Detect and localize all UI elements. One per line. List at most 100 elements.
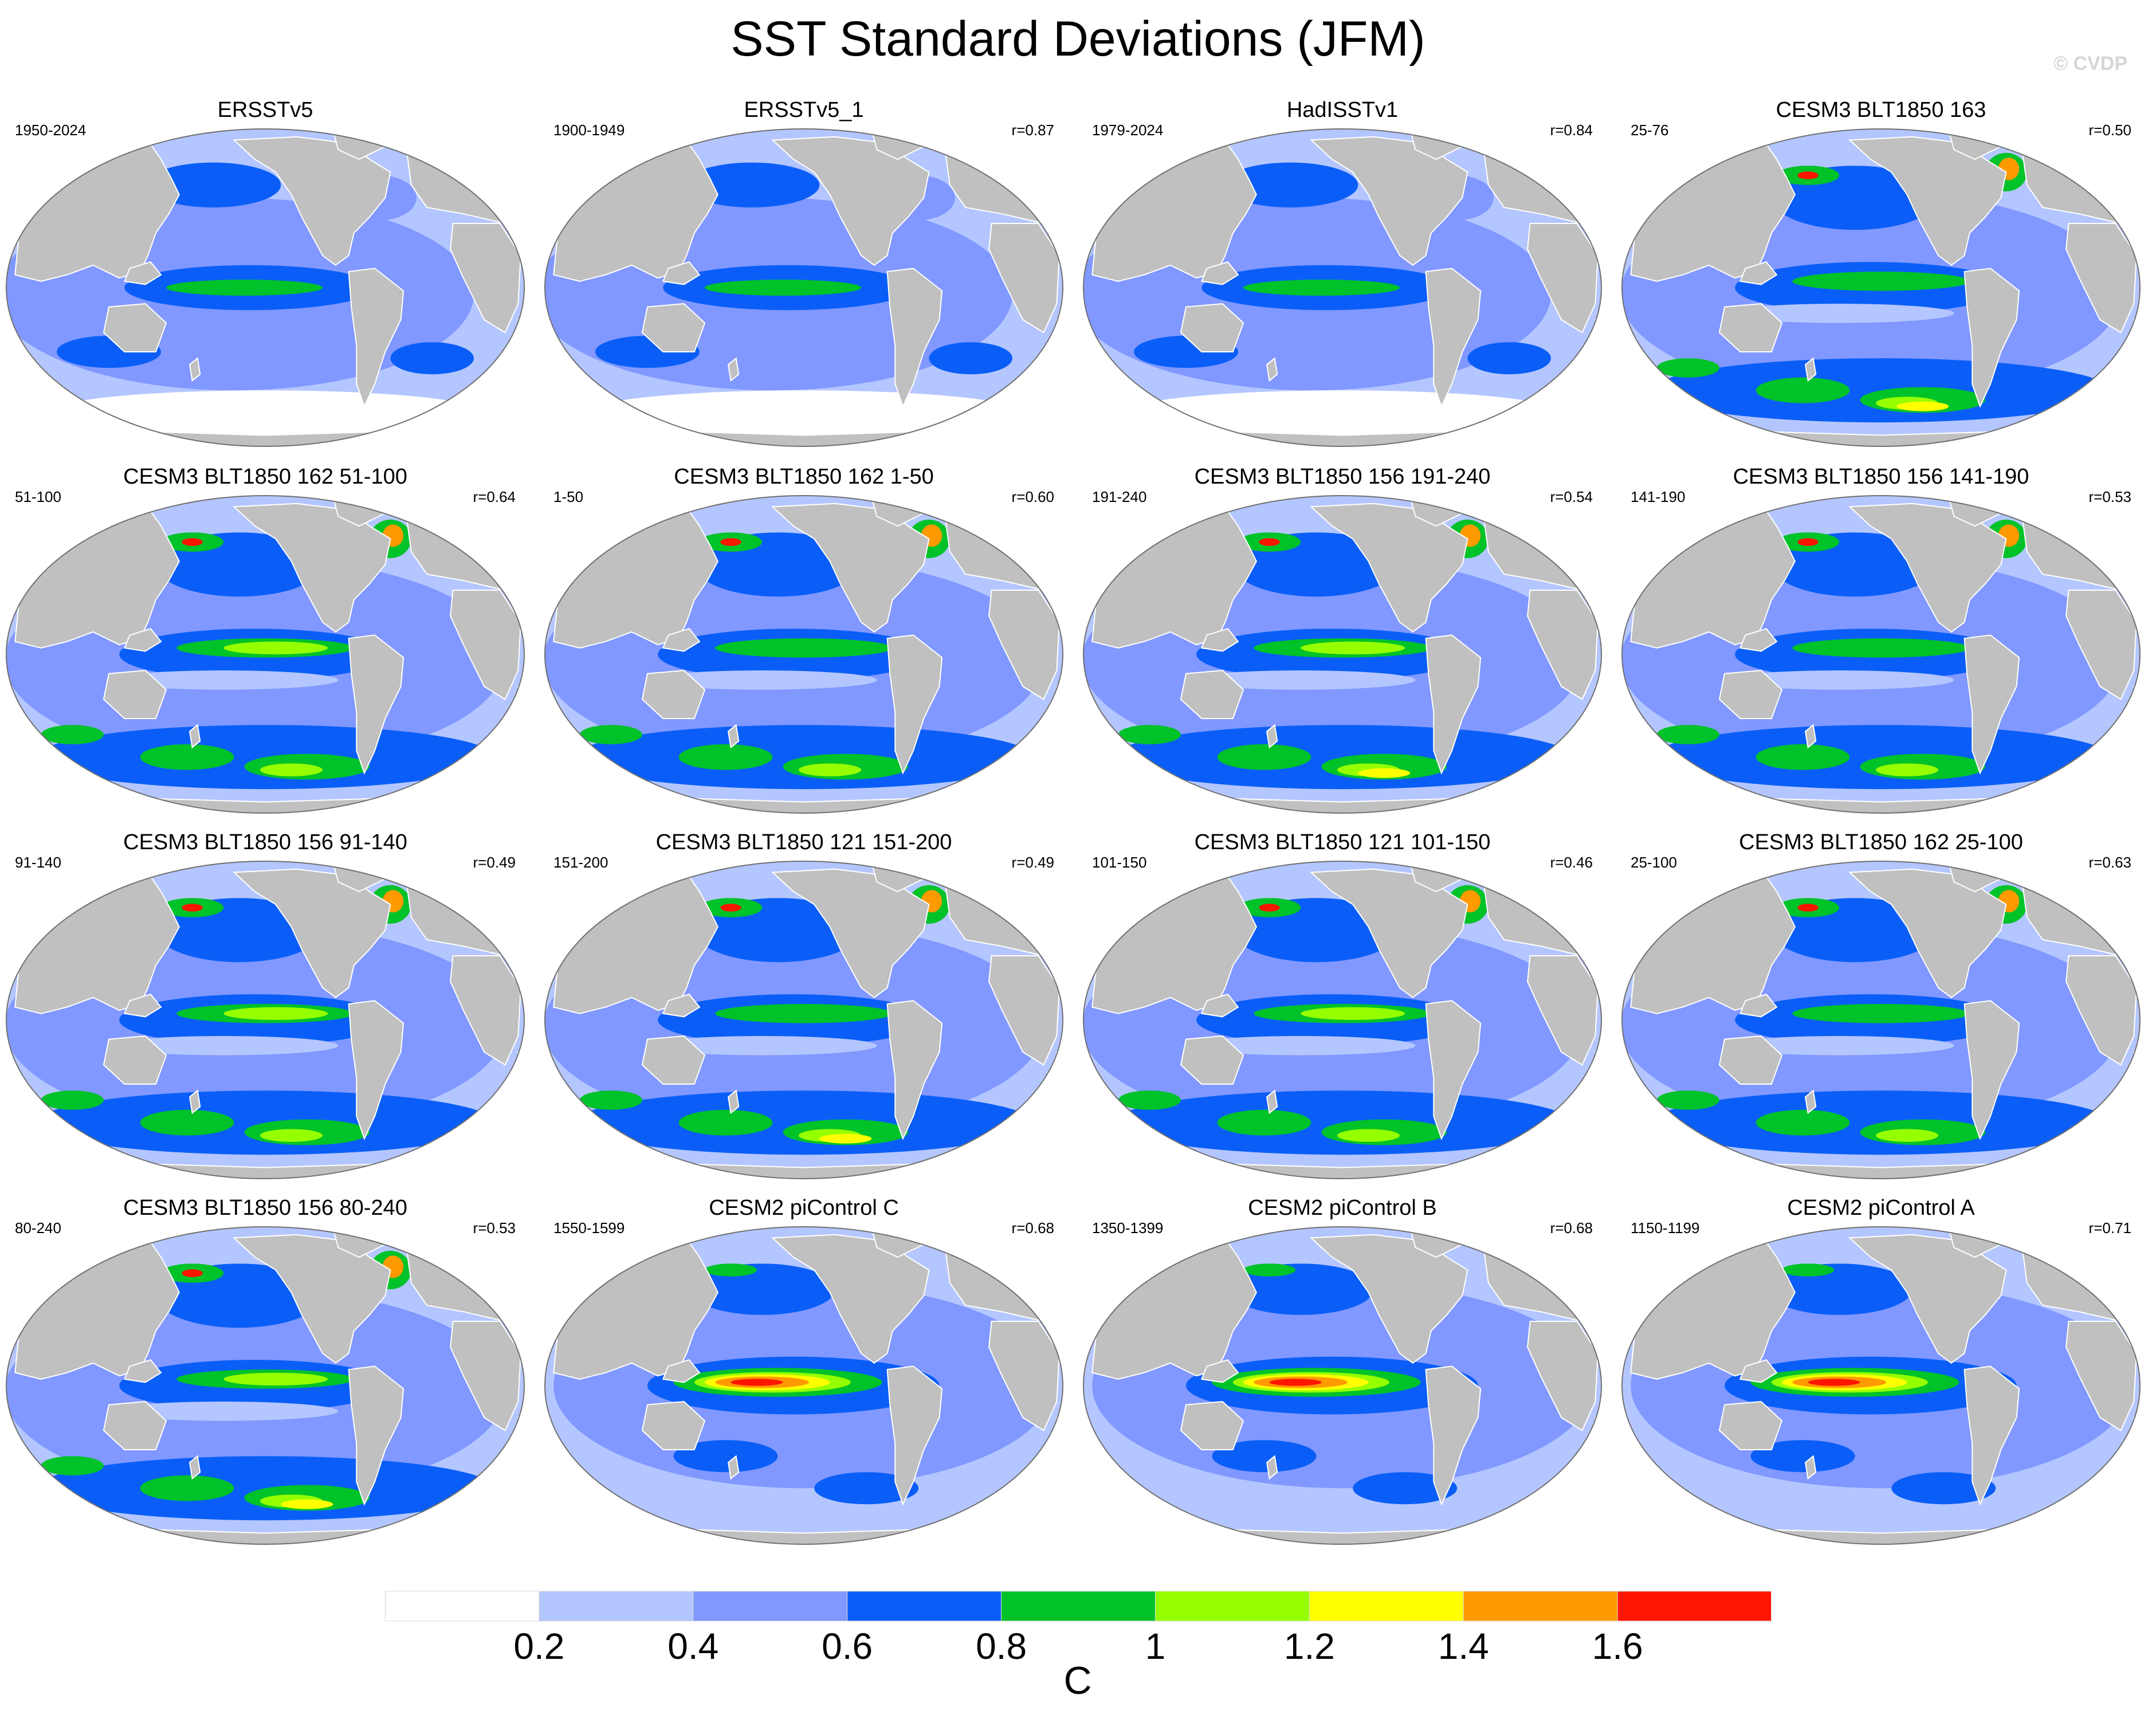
new-zealand-island [188, 1089, 201, 1114]
colorbar-segment [1463, 1591, 1618, 1622]
sst-map [544, 861, 1063, 1179]
map-panel: CESM3 BLT1850 163 25-76 r=0.50 [1620, 97, 2142, 452]
maritime-continent-islands [1200, 994, 1239, 1018]
new-zealand-island [1804, 724, 1817, 749]
australia-landmass [1718, 303, 1783, 352]
sst-contour [673, 1440, 778, 1473]
sst-contour [390, 342, 474, 375]
sst-contour [1797, 904, 1819, 912]
sst-contour [1725, 670, 1954, 690]
figure-title: SST Standard Deviations (JFM) [731, 11, 1425, 66]
maritime-continent-islands [662, 1359, 701, 1383]
sst-contour [1118, 1090, 1181, 1110]
south-america-landmass [348, 1000, 405, 1140]
panel-period: 25-76 [1631, 121, 1669, 139]
colorbar-border [385, 1591, 1772, 1622]
new-zealand-island [188, 1455, 201, 1480]
south-america-landmass [886, 268, 943, 408]
map-panel: CESM2 piControl C 1550-1599 r=0.68 [543, 1195, 1065, 1549]
australia-landmass [1718, 1035, 1783, 1085]
colorbar-tick-label: 1.6 [1592, 1626, 1643, 1667]
panel-title: CESM3 BLT1850 162 25-100 [1739, 830, 2023, 854]
africa-landmass [450, 590, 521, 700]
panel-title: CESM3 BLT1850 121 101-150 [1194, 830, 1491, 854]
maritime-continent-islands [662, 261, 701, 285]
colorbar-segment [385, 1591, 540, 1622]
panel-period: 80-240 [15, 1219, 61, 1237]
sst-contour [1896, 401, 1949, 411]
panel-title: CESM2 piControl C [709, 1196, 899, 1220]
panel-pattern-correlation: r=0.87 [1011, 121, 1054, 139]
panel-title: CESM3 BLT1850 156 91-140 [123, 830, 407, 854]
new-zealand-island [188, 724, 201, 749]
panel-pattern-correlation: r=0.49 [1011, 854, 1054, 871]
sst-contour [223, 1372, 328, 1386]
map-outline [1621, 861, 2141, 1179]
colorbar-segment [847, 1591, 1002, 1622]
sst-contour [260, 763, 323, 776]
africa-landmass [450, 1321, 521, 1431]
panel-period: 1950-2024 [15, 121, 87, 139]
sst-contour [720, 904, 741, 912]
panel-period: 91-140 [15, 854, 61, 871]
panel-period: 151-200 [553, 854, 608, 871]
australia-landmass [641, 1400, 706, 1450]
sst-contour [574, 725, 1034, 790]
australia-landmass [103, 669, 167, 719]
africa-landmass [450, 955, 521, 1066]
australia-landmass [1718, 669, 1783, 719]
map-panel: CESM3 BLT1850 156 80-240 80-240 r=0.53 [5, 1195, 526, 1549]
map-outline [1083, 495, 1602, 814]
sst-map [544, 128, 1063, 447]
australia-landmass [1180, 1035, 1244, 1085]
new-zealand-island [727, 357, 740, 382]
south-america-landmass [348, 1365, 405, 1506]
sst-contour [1725, 304, 1954, 323]
map-panel: ERSSTv5_1 1900-1949 r=0.87 [543, 97, 1065, 452]
sst-contour [1227, 1263, 1374, 1315]
panel-period: 1900-1949 [553, 121, 625, 139]
australia-landmass [1180, 669, 1244, 719]
sst-contour [715, 638, 893, 658]
sst-contour [36, 1090, 495, 1155]
sst-contour [705, 280, 862, 296]
south-america-landmass [886, 1000, 943, 1140]
sst-contour [109, 670, 339, 690]
africa-landmass [988, 223, 1060, 333]
sst-contour [689, 1263, 835, 1315]
sst-contour [1792, 638, 1970, 658]
colorbar-tick-label: 1.2 [1283, 1626, 1335, 1667]
map-panel: CESM3 BLT1850 156 191-240 191-240 r=0.54 [1082, 464, 1603, 818]
panel-pattern-correlation: r=0.54 [1550, 488, 1593, 505]
panel-pattern-correlation: r=0.68 [1011, 1219, 1054, 1237]
sst-contour [140, 744, 234, 770]
maritime-continent-islands [1739, 628, 1778, 652]
colorbar-tick-label: 1 [1145, 1626, 1166, 1667]
maritime-continent-islands [662, 628, 701, 652]
new-zealand-island [727, 1089, 740, 1114]
maritime-continent-islands [1739, 994, 1778, 1018]
panel-pattern-correlation: r=0.71 [2088, 1219, 2131, 1237]
panel-period: 1-50 [553, 488, 584, 505]
sst-contour [1259, 538, 1280, 546]
colorbar-tick-label: 0.6 [822, 1626, 873, 1667]
new-zealand-island [727, 1455, 740, 1480]
map-panel: CESM3 BLT1850 121 101-150 101-150 r=0.46 [1082, 830, 1603, 1184]
sst-contour [1651, 725, 2111, 790]
sst-contour [260, 1129, 323, 1142]
sst-contour [36, 1456, 495, 1521]
sst-map [544, 495, 1063, 814]
panel-pattern-correlation: r=0.68 [1550, 1219, 1593, 1237]
map-panel: CESM3 BLT1850 156 141-190 141-190 r=0.53 [1620, 464, 2142, 818]
map-panel: CESM3 BLT1850 162 1-50 1-50 r=0.60 [543, 464, 1065, 818]
sst-contour [1750, 1440, 1855, 1473]
sst-contour [647, 1036, 877, 1055]
sst-map [544, 1226, 1063, 1545]
colorbar-tick-label: 0.8 [976, 1626, 1027, 1667]
map-outline [1621, 1226, 2141, 1545]
sst-contour [140, 1109, 234, 1136]
panel-title: CESM2 piControl B [1248, 1196, 1437, 1220]
new-zealand-island [188, 357, 201, 382]
panel-period: 1550-1599 [553, 1219, 625, 1237]
sst-contour [1217, 1109, 1311, 1136]
